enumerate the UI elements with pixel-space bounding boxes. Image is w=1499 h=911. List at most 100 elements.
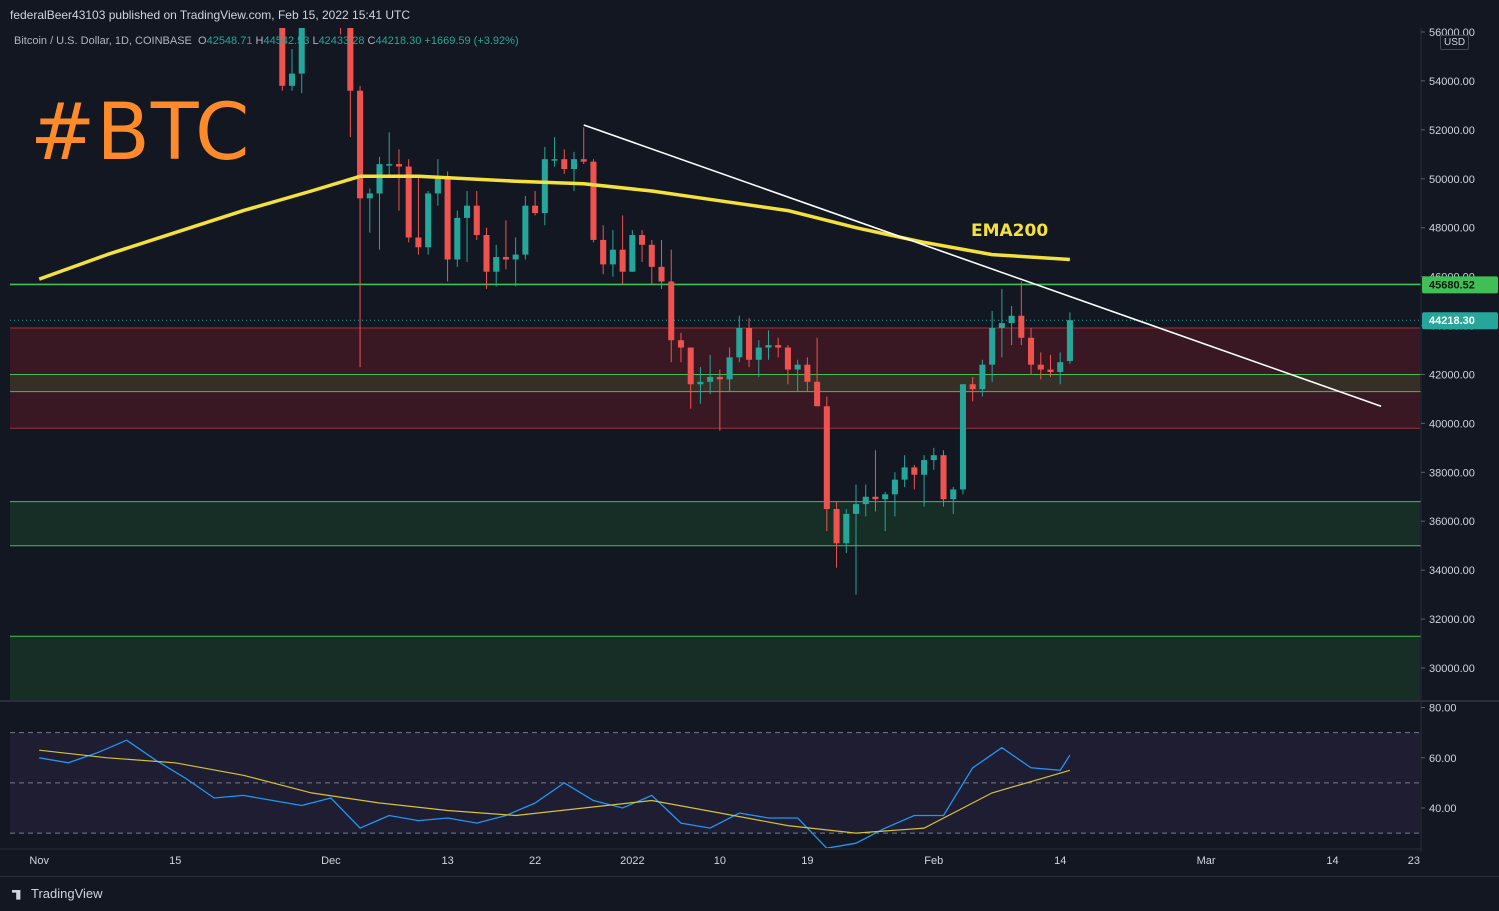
time-tick-label: 13	[441, 855, 453, 867]
time-tick-label: 23	[1408, 855, 1420, 867]
zone-green-1	[10, 374, 1420, 391]
candle-body	[357, 91, 363, 199]
tradingview-logo-icon	[12, 890, 26, 900]
rsi-tick-label: 60.00	[1429, 753, 1457, 765]
candle-body	[629, 235, 635, 272]
time-tick-label: 14	[1326, 855, 1338, 867]
candle-body	[445, 176, 451, 259]
candle-body	[882, 494, 888, 499]
candle-body	[522, 206, 528, 255]
candle-body	[814, 382, 820, 406]
symbol-name: Bitcoin / U.S. Dollar, 1D, COINBASE	[14, 35, 192, 47]
candle-body	[756, 348, 762, 360]
time-tick-label: Nov	[29, 855, 49, 867]
candle-body	[892, 480, 898, 495]
candle-body	[668, 282, 674, 341]
high-value: 44542.53	[263, 35, 309, 47]
candle-body	[639, 235, 645, 245]
candle-body	[659, 267, 665, 282]
candle-body	[532, 206, 538, 213]
candle-body	[571, 159, 577, 169]
rsi-pane	[10, 733, 1420, 849]
symbol-info-bar: Bitcoin / U.S. Dollar, 1D, COINBASE O425…	[14, 35, 519, 47]
candle-body	[474, 206, 480, 235]
candle-body	[804, 365, 810, 382]
candle-body	[396, 164, 402, 166]
candle-body	[552, 159, 558, 161]
open-value: 42548.71	[207, 35, 253, 47]
candle-body	[454, 218, 460, 260]
candle-body	[863, 497, 869, 504]
candle-body	[347, 20, 353, 91]
candle-body	[483, 235, 489, 272]
candle-body	[464, 206, 470, 218]
candle-body	[590, 162, 596, 240]
candle-body	[834, 509, 840, 543]
time-tick-label: 19	[801, 855, 813, 867]
candle-body	[377, 164, 383, 193]
candle-body	[736, 328, 742, 357]
candle-body	[513, 255, 519, 260]
change-value: +1669.59 (+3.92%)	[424, 35, 518, 47]
price-tick-label: 54000.00	[1429, 76, 1475, 88]
candle-body	[872, 497, 878, 499]
publish-info: federalBeer43103 published on TradingVie…	[10, 8, 410, 22]
candle-body	[921, 460, 927, 475]
candle-body	[979, 365, 985, 389]
zones	[10, 328, 1420, 717]
candle-body	[1057, 362, 1063, 372]
candle-body	[746, 328, 752, 360]
candle-body	[610, 250, 616, 265]
candle-body	[853, 504, 859, 514]
footer-bar: TradingView	[0, 876, 1499, 911]
candle-body	[1009, 316, 1015, 323]
candle-body	[503, 257, 509, 259]
price-tick-label: 48000.00	[1429, 223, 1475, 235]
candle-body	[960, 384, 966, 489]
candle-body	[999, 323, 1005, 328]
candle-body	[707, 377, 713, 382]
candle-body	[1067, 320, 1073, 361]
candle-body	[620, 250, 626, 272]
btc-tag-annotation: #BTC	[30, 88, 250, 178]
resistance-price-label: 45680.52	[1429, 279, 1475, 291]
time-tick-label: 2022	[620, 855, 644, 867]
time-tick-label: Feb	[924, 855, 943, 867]
brand-name: TradingView	[31, 886, 103, 901]
candle-body	[950, 489, 956, 499]
open-label: O	[198, 35, 207, 47]
price-tick-label: 32000.00	[1429, 614, 1475, 626]
low-value: 42433.28	[319, 35, 365, 47]
zone-green-3	[10, 636, 1420, 717]
rsi-tick-label: 40.00	[1429, 803, 1457, 815]
price-tick-label: 38000.00	[1429, 467, 1475, 479]
candle-body	[1018, 316, 1024, 338]
time-tick-label: Dec	[321, 855, 341, 867]
time-tick-label: Mar	[1197, 855, 1216, 867]
candle-body	[542, 159, 548, 213]
candle-body	[970, 384, 976, 389]
close-value: 44218.30	[375, 35, 421, 47]
candle-body	[775, 345, 781, 347]
candle-body	[785, 348, 791, 370]
ema200-line	[39, 176, 1070, 279]
price-tick-label: 34000.00	[1429, 565, 1475, 577]
candle-body	[902, 467, 908, 479]
candle-body	[289, 74, 295, 86]
candle-body	[415, 237, 421, 247]
candle-body	[717, 377, 723, 379]
candle-body	[493, 257, 499, 272]
price-tick-label: 30000.00	[1429, 663, 1475, 675]
candle-body	[561, 159, 567, 169]
currency-badge[interactable]: USD	[1440, 35, 1469, 50]
candle-body	[765, 345, 771, 347]
tradingview-logo[interactable]: TradingView	[12, 886, 103, 901]
last-price-label: 44218.30	[1429, 315, 1475, 327]
candle-body	[386, 164, 392, 166]
price-tick-label: 40000.00	[1429, 418, 1475, 430]
time-tick-label: 22	[529, 855, 541, 867]
time-tick-label: 14	[1054, 855, 1066, 867]
candle-body	[367, 193, 373, 198]
price-tick-label: 36000.00	[1429, 516, 1475, 528]
zone-green-2	[10, 502, 1420, 546]
